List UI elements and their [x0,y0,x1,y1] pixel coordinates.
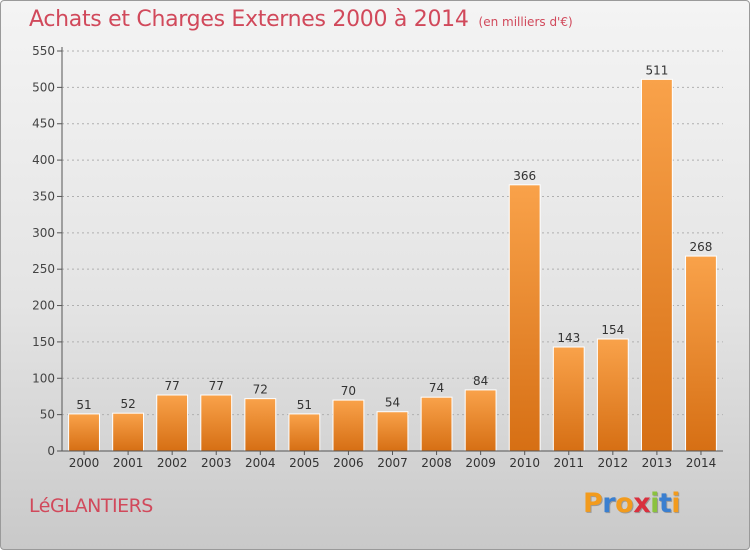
logo-letter: i [671,488,681,519]
data-label: 51 [76,398,91,412]
bar [552,346,585,452]
chart-title: Achats et Charges Externes 2000 à 2014 (e… [29,7,573,32]
x-tick-label: 2007 [377,456,408,470]
y-tick-label: 150 [32,335,55,349]
x-tick-label: 2013 [642,456,673,470]
bar [332,399,365,452]
bar [596,338,629,452]
data-label: 51 [297,398,312,412]
y-tick-label: 0 [47,444,55,458]
y-tick-label: 200 [32,299,55,313]
logo-letter: x [633,488,651,519]
bar [156,394,189,452]
x-tick-label: 2002 [157,456,188,470]
bar [244,398,277,452]
logo-letter: t [658,488,672,519]
data-label: 70 [341,384,356,398]
x-tick-label: 2003 [201,456,232,470]
x-tick-label: 2001 [113,456,144,470]
y-tick-label: 350 [32,189,55,203]
data-label: 143 [557,331,580,345]
y-tick-label: 550 [32,44,55,58]
bar [508,184,541,452]
y-tick-label: 500 [32,80,55,94]
x-tick-label: 2005 [289,456,320,470]
commune-name: LéGLANTIERS [29,495,153,517]
x-tick-label: 2004 [245,456,276,470]
bar [112,412,145,452]
x-tick-label: 2014 [686,456,717,470]
x-tick-label: 2009 [465,456,496,470]
bar [685,255,717,452]
data-label: 84 [473,374,488,388]
bar [376,411,409,452]
data-label: 154 [601,323,624,337]
bar [640,78,673,452]
x-tick-label: 2008 [421,456,452,470]
y-tick-label: 250 [32,262,55,276]
title-text: Achats et Charges Externes 2000 à 2014 [29,7,469,32]
data-label: 74 [429,381,444,395]
y-tick-label: 300 [32,226,55,240]
y-tick-label: 400 [32,153,55,167]
data-label: 72 [253,383,268,397]
logo-letter: i [650,488,659,519]
axes [57,47,723,455]
data-label: 77 [209,379,224,393]
x-tick-label: 2012 [598,456,629,470]
data-label: 77 [165,379,180,393]
title-unit: (en milliers d'€) [478,15,573,29]
labels: 0 50 100 150 200 250 300 350 400 450 500 550 51 2000 5… [32,44,716,470]
data-label: 54 [385,396,400,410]
logo-letter: o [615,488,634,519]
y-tick-label: 50 [40,408,55,422]
x-tick-label: 2010 [509,456,540,470]
data-label: 52 [120,397,135,411]
x-tick-label: 2006 [333,456,364,470]
y-tick-label: 450 [32,117,55,131]
bars [68,78,717,452]
data-label: 366 [513,169,536,183]
logo-letter: r [602,488,616,519]
bar [288,413,321,452]
x-tick-label: 2011 [553,456,584,470]
bar [68,413,100,452]
bar [200,394,233,452]
data-label: 268 [690,240,713,254]
logo-letter: P [583,488,603,519]
bar [420,396,453,452]
proxiti-logo: Proxiti [583,488,681,519]
x-tick-label: 2000 [69,456,100,470]
y-tick-label: 100 [32,371,55,385]
data-label: 511 [645,63,668,77]
bar [464,389,497,452]
